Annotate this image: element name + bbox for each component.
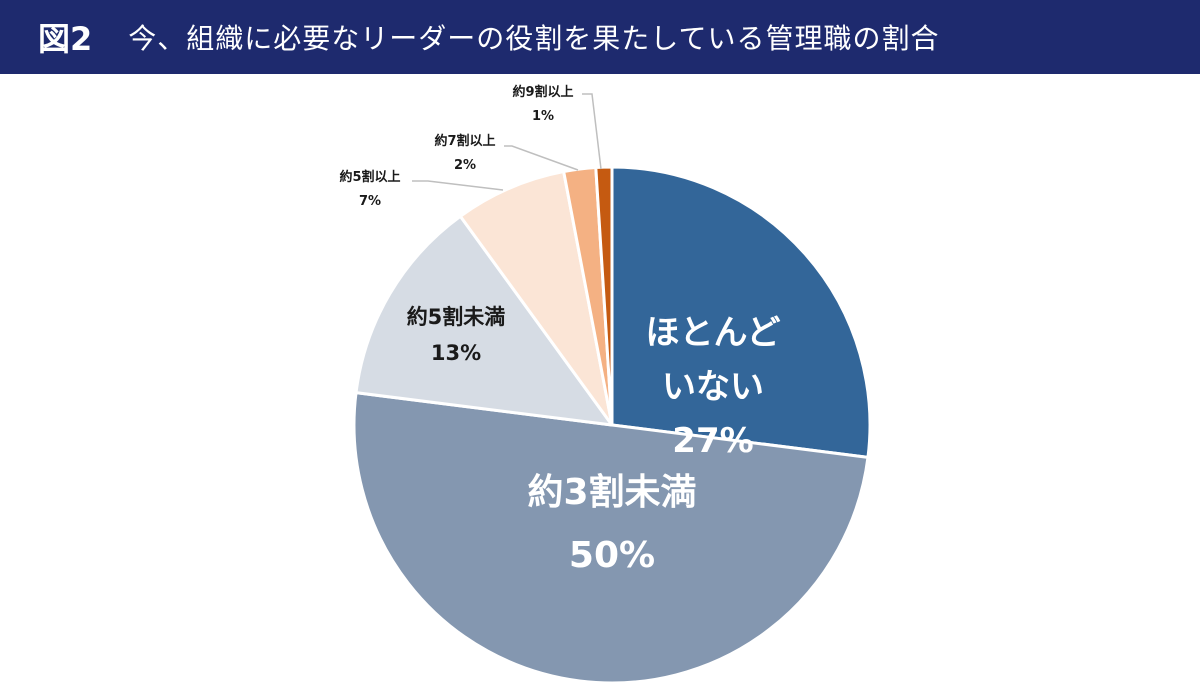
slice-percent-2: 50% (569, 535, 655, 576)
leader-line-4 (412, 180, 504, 191)
leader-line-6 (582, 93, 602, 170)
slice-percent-3: 13% (431, 341, 481, 365)
slice-category-4: 約5割以上 (339, 169, 400, 185)
slice-category-3: 約5割未満 (407, 305, 506, 329)
slice-percent-1: 27% (672, 421, 753, 461)
slice-category-2: 約3割未満 (527, 472, 696, 513)
pie-slice-6 (594, 165, 614, 427)
slice-category-6: 約9割以上 (512, 84, 573, 100)
pie-chart: ほとんどいない 27% 約3割未満 50% 約5割未満 13% 約5割以上 7% 約7割以上 2%… (339, 84, 872, 685)
pie-slice-3 (354, 214, 614, 427)
slice-percent-6: 1% (532, 109, 554, 124)
chart-title: 今、組織に必要なリーダーの役割を果たしている管理職の割合 (128, 22, 940, 55)
figure-label: 図2 (38, 20, 93, 58)
slice-label-2: 約3割未満 50% (527, 472, 696, 576)
slice-label-1: ほとんどいない 27% (646, 313, 781, 461)
pie-slice-1 (610, 165, 872, 459)
slice-label-6: 約9割以上 1% (512, 84, 573, 124)
pie-slice-2 (352, 391, 870, 685)
pie-slice-4 (458, 170, 614, 427)
figure-header: 図2 今、組織に必要なリーダーの役割を果たしている管理職の割合 (0, 0, 1200, 74)
slice-label-3: 約5割未満 13% (407, 305, 506, 365)
slice-percent-5: 2% (454, 158, 476, 173)
slice-category-1: いない (662, 367, 764, 407)
leader-line-5 (504, 145, 579, 171)
slice-percent-4: 7% (359, 194, 381, 209)
slice-category-1: ほとんど (646, 313, 781, 353)
slice-label-4: 約5割以上 7% (339, 169, 400, 209)
slice-category-5: 約7割以上 (434, 133, 495, 149)
slice-label-5: 約7割以上 2% (434, 133, 495, 173)
